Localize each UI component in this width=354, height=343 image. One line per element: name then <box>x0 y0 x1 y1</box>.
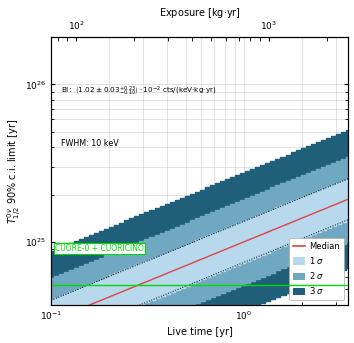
X-axis label: Live time [yr]: Live time [yr] <box>167 328 233 338</box>
Text: FWHM: 10 keV: FWHM: 10 keV <box>61 139 119 148</box>
Text: CUORE-0 + CUORICINO: CUORE-0 + CUORICINO <box>55 244 144 253</box>
Legend: Median, 1 $\sigma$, 2 $\sigma$, 3 $\sigma$: Median, 1 $\sigma$, 2 $\sigma$, 3 $\sigm… <box>289 238 344 300</box>
Text: BI:  $\left(1.02 \pm 0.03^{+0.23}_{-0.10}\right) \cdot 10^{-2}$ cts/(keV$\cdot$k: BI: $\left(1.02 \pm 0.03^{+0.23}_{-0.10}… <box>61 84 216 98</box>
Y-axis label: $T_{1/2}^{0\nu}$ 90% c.i. limit [yr]: $T_{1/2}^{0\nu}$ 90% c.i. limit [yr] <box>6 118 24 224</box>
X-axis label: Exposure [kg$\cdot$yr]: Exposure [kg$\cdot$yr] <box>159 5 241 20</box>
